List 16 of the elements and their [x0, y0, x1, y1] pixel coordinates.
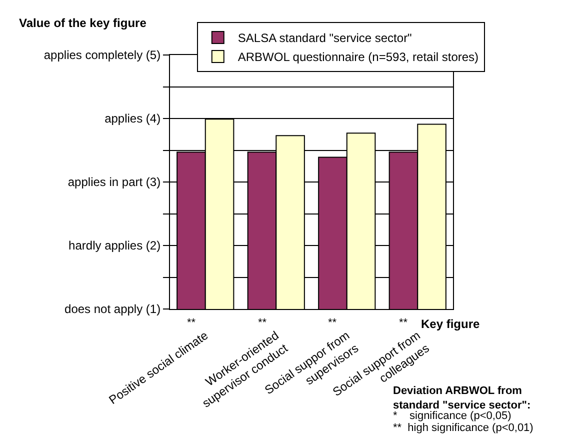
text: **	[258, 317, 268, 329]
y-tick-label: hardly applies (2)	[68, 238, 161, 253]
x-axis-title: Key figure	[421, 317, 480, 331]
text: Deviation ARBWOL from standard "service sector":	[393, 385, 531, 412]
legend-label: ARBWOL questionnaire (n=593, retail stores)	[238, 50, 479, 64]
text: **	[187, 317, 196, 329]
text: **	[328, 317, 338, 329]
y-tick-label: applies completely (5)	[44, 48, 161, 62]
text: * significance (p<0,05)	[393, 410, 512, 422]
legend-label: SALSA standard "service sector"	[238, 31, 412, 46]
y-tick-label: does not apply (1)	[64, 302, 161, 316]
y-tick-label: applies (4)	[104, 112, 161, 126]
text: ** high significance (p<0,01)	[393, 422, 534, 434]
y-tick-label: applies in part (3)	[68, 175, 161, 190]
y-axis-title: Value of the key figure	[19, 16, 147, 30]
text: **	[399, 317, 408, 329]
